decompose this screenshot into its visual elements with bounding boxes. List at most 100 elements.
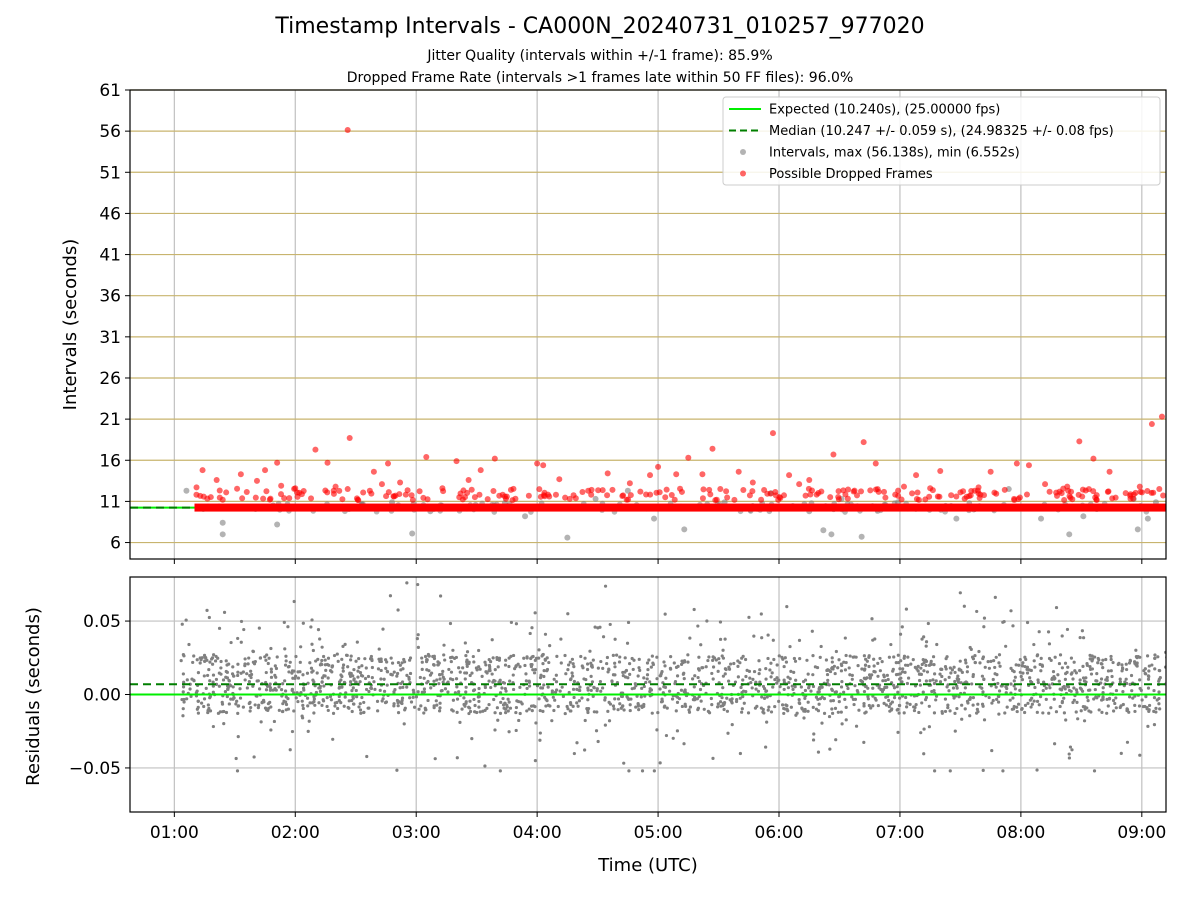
- residual-point: [769, 710, 774, 714]
- interval-point: [651, 515, 658, 522]
- dropped-frame-point: [234, 485, 241, 492]
- residual-point: [268, 688, 272, 692]
- residual-point: [646, 667, 650, 672]
- interval-point: [1066, 531, 1073, 538]
- residual-point: [1147, 703, 1152, 708]
- dropped-frame-point: [267, 495, 274, 502]
- residual-point: [381, 697, 385, 701]
- residual-point: [511, 653, 516, 658]
- residual-point: [863, 663, 868, 667]
- residual-point: [601, 635, 606, 639]
- residual-point: [491, 656, 495, 660]
- dropped-frame-point: [671, 496, 678, 503]
- y-tick-label: 16: [99, 451, 121, 471]
- dropped-frame-point: [700, 486, 707, 493]
- residual-point: [377, 647, 381, 651]
- residual-point: [862, 704, 866, 708]
- residual-point: [772, 657, 776, 662]
- residual-point: [432, 656, 437, 661]
- residual-point: [669, 655, 673, 659]
- residual-point: [633, 682, 637, 686]
- residual-point: [506, 697, 510, 701]
- residual-point: [674, 665, 679, 669]
- residual-point: [953, 670, 957, 675]
- dropped-frame-point: [540, 462, 547, 469]
- residual-point: [1060, 699, 1065, 704]
- residual-point: [447, 667, 451, 672]
- residual-point: [816, 690, 820, 694]
- residual-point: [465, 650, 470, 654]
- residual-point: [839, 662, 843, 666]
- residual-point: [758, 680, 762, 684]
- dropped-frame-point: [599, 487, 606, 494]
- dropped-frame-point: [1136, 483, 1143, 490]
- residual-point: [642, 702, 646, 707]
- residual-point: [788, 644, 792, 649]
- residual-point: [483, 660, 487, 664]
- dropped-frame-point: [740, 487, 747, 494]
- residual-point: [546, 685, 550, 689]
- residual-point: [592, 710, 596, 714]
- dropped-frame-point: [840, 487, 847, 494]
- residual-point: [839, 710, 843, 714]
- residual-point: [594, 729, 599, 733]
- dropped-frame-point: [262, 467, 269, 474]
- residual-point: [507, 656, 511, 660]
- residual-point: [917, 672, 922, 676]
- dropped-frame-point: [378, 481, 385, 488]
- residual-point: [400, 680, 405, 684]
- residual-point: [727, 665, 731, 669]
- dropped-frame-point: [366, 487, 373, 494]
- residual-point: [309, 666, 314, 670]
- residual-point: [1113, 701, 1117, 706]
- residual-point: [206, 703, 210, 707]
- residual-point: [802, 716, 806, 720]
- residual-point: [949, 671, 953, 675]
- residual-point: [332, 653, 337, 658]
- residual-point: [817, 702, 821, 706]
- residual-point: [488, 669, 492, 673]
- residual-point: [887, 705, 891, 709]
- residual-point: [542, 674, 546, 679]
- residual-point: [298, 660, 302, 664]
- residual-point: [396, 608, 400, 612]
- residual-point: [659, 672, 663, 676]
- residual-point: [682, 690, 686, 694]
- y-axis-label: Intervals (seconds): [60, 239, 81, 411]
- residual-point: [182, 680, 186, 684]
- residual-point: [438, 673, 442, 677]
- residual-point: [566, 612, 570, 616]
- residual-point: [588, 649, 592, 653]
- residual-point: [364, 687, 369, 692]
- residual-point: [611, 673, 616, 677]
- residual-point: [616, 697, 621, 701]
- dropped-frame-point: [534, 460, 541, 467]
- residual-point: [1145, 654, 1150, 658]
- dropped-frame-point: [662, 494, 669, 501]
- interval-point: [828, 531, 835, 538]
- residual-point: [396, 710, 401, 715]
- residual-point: [351, 702, 356, 706]
- residual-point: [543, 632, 548, 636]
- residual-point: [1047, 642, 1052, 646]
- residual-point: [236, 673, 240, 678]
- residual-point: [948, 709, 952, 713]
- residual-point: [576, 704, 580, 708]
- residual-point: [903, 670, 907, 674]
- residual-point: [1009, 682, 1013, 686]
- residual-point: [978, 661, 982, 665]
- residual-point: [628, 703, 632, 707]
- residual-point: [490, 672, 494, 676]
- dropped-frame-point: [781, 492, 788, 499]
- residual-point: [826, 668, 830, 672]
- residual-point: [805, 658, 809, 662]
- residual-point: [1167, 698, 1170, 701]
- residual-point: [1110, 674, 1114, 679]
- dropped-frame-max-point: [344, 127, 351, 134]
- residual-point: [449, 659, 453, 664]
- residual-point: [509, 620, 514, 625]
- residual-point: [180, 697, 184, 702]
- residual-point: [991, 698, 995, 703]
- residual-point: [216, 656, 220, 660]
- residual-point: [281, 709, 285, 713]
